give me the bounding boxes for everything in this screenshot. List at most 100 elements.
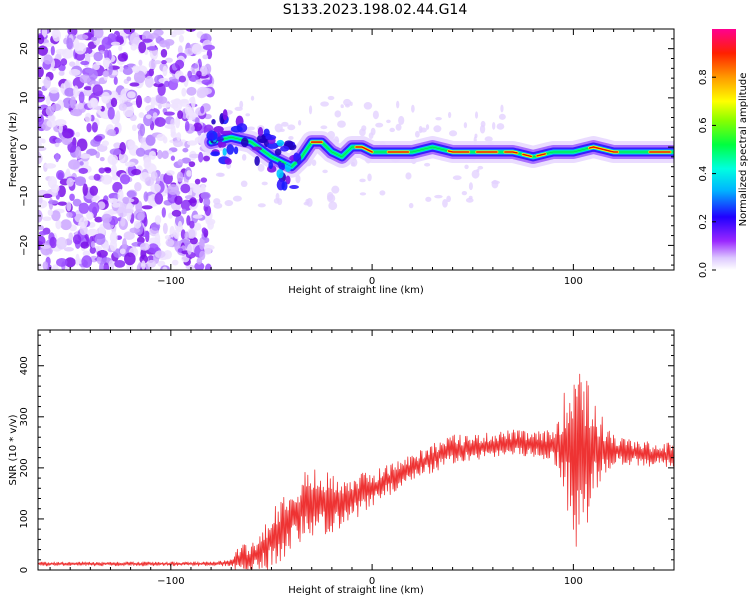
noise-blob — [88, 201, 100, 215]
noise-blob — [55, 219, 62, 230]
noise-blob — [162, 222, 168, 235]
noise-blob — [89, 246, 97, 254]
noise-blob — [112, 202, 121, 208]
noise-blob — [94, 216, 103, 223]
noise-blob — [45, 95, 51, 106]
noise-blob — [56, 170, 65, 180]
noise-blob — [104, 167, 112, 174]
snr-plot — [38, 373, 674, 570]
faint-blob — [320, 125, 328, 130]
noise-blob — [68, 159, 81, 170]
y-tick-label: −10 — [19, 186, 30, 207]
faint-blob — [433, 125, 442, 133]
noise-blob — [45, 105, 55, 117]
noise-blob — [191, 63, 199, 69]
noise-blob — [131, 124, 137, 132]
noise-blob — [138, 41, 147, 54]
noise-blob — [149, 200, 156, 206]
noise-blob — [107, 106, 115, 120]
noise-blob — [99, 262, 104, 270]
faint-blob — [474, 111, 479, 119]
noise-blob — [56, 257, 68, 267]
faint-blob — [408, 202, 414, 209]
noise-blob — [67, 141, 77, 153]
noise-blob — [38, 110, 42, 117]
noise-blob — [189, 197, 197, 207]
noise-blob — [86, 122, 92, 133]
noise-blob — [41, 29, 48, 38]
noise-blob — [123, 29, 135, 35]
ridge-peak — [504, 151, 518, 154]
noise-blob — [179, 99, 190, 107]
faint-blob — [484, 136, 493, 142]
faint-blob — [224, 199, 234, 207]
noise-blob — [182, 147, 189, 153]
noise-blob — [163, 249, 172, 260]
noise-blob — [146, 46, 159, 51]
noise-blob — [69, 193, 75, 202]
noise-blob — [78, 153, 91, 159]
noise-blob — [38, 146, 47, 152]
faint-blob — [234, 106, 243, 111]
noise-blob — [129, 32, 140, 46]
noise-blob — [198, 151, 204, 163]
noise-blob — [147, 259, 157, 268]
noise-blob — [86, 211, 94, 220]
noise-blob — [64, 257, 76, 268]
noise-blob — [38, 66, 44, 78]
x-axis-label: Height of straight line (km) — [288, 285, 424, 296]
noise-blob — [200, 87, 212, 95]
noise-blob — [111, 164, 118, 177]
noise-blob — [119, 248, 126, 255]
noise-blob — [90, 240, 96, 249]
ridge-blotch — [296, 153, 302, 165]
y-tick-label: 10 — [19, 91, 30, 104]
ridge-blotch — [289, 184, 299, 190]
noise-blob — [189, 237, 198, 245]
faint-blob — [306, 197, 313, 207]
noise-blob — [170, 155, 176, 161]
faint-blob — [448, 130, 458, 137]
noise-blob — [181, 208, 187, 215]
faint-blob — [477, 165, 484, 170]
noise-blob — [194, 178, 201, 185]
noise-blob — [78, 167, 89, 174]
noise-blob — [38, 34, 45, 45]
noise-blob — [144, 75, 154, 88]
noise-blob — [90, 97, 99, 109]
faint-blob — [239, 100, 244, 109]
faint-blob — [464, 164, 469, 170]
x-tick-label: 100 — [564, 276, 583, 287]
noise-blob — [139, 254, 149, 264]
noise-blob — [92, 63, 100, 71]
noise-blob — [188, 228, 196, 239]
faint-blob — [250, 95, 255, 101]
noise-blob — [162, 65, 168, 77]
noise-blob — [58, 70, 65, 76]
ridge-blotch — [211, 119, 216, 125]
noise-blob — [78, 216, 88, 229]
faint-blob — [247, 126, 255, 131]
noise-blob — [72, 198, 82, 207]
noise-blob — [193, 122, 203, 132]
noise-blob — [157, 149, 163, 160]
noise-blob — [177, 220, 183, 232]
faint-blob — [281, 121, 289, 127]
noise-blob — [101, 213, 112, 224]
noise-blob — [108, 260, 115, 270]
faint-blob — [396, 100, 400, 109]
faint-blob — [389, 127, 396, 133]
faint-blob — [320, 101, 329, 107]
x-axis-label: Height of straight line (km) — [288, 585, 424, 596]
ridge-peak — [522, 153, 532, 158]
noise-blob — [162, 136, 168, 144]
noise-blob — [157, 260, 166, 267]
faint-blob — [257, 164, 265, 172]
faint-blob — [463, 122, 468, 129]
noise-blob — [75, 253, 80, 266]
noise-blob — [133, 220, 142, 229]
noise-blob — [150, 183, 161, 193]
noise-blob — [129, 82, 140, 87]
noise-blob — [139, 242, 150, 251]
